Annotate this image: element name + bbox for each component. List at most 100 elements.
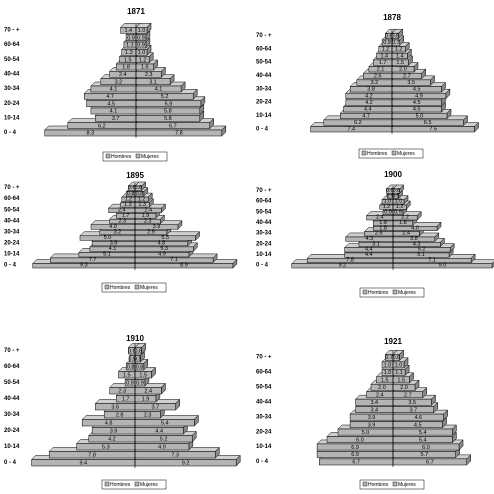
- value-label-hombres: 7.8: [88, 453, 96, 459]
- value-label-mujeres: 6.0: [422, 445, 430, 451]
- age-label: 10-14: [4, 116, 20, 122]
- legend-label-hombres: Hombres: [367, 151, 388, 157]
- legend-label-mujeres: Mujeres: [141, 154, 159, 160]
- value-label-hombres: 9.2: [339, 263, 347, 269]
- legend-swatch: [134, 481, 140, 487]
- value-label-hombres: 4.7: [362, 113, 370, 119]
- age-label: 40-44: [256, 399, 272, 405]
- value-label-hombres: 4.5: [107, 101, 115, 107]
- value-label-mujeres: 5.7: [421, 452, 429, 458]
- value-label-mujeres: 5.5: [161, 235, 169, 241]
- legend-swatch: [362, 289, 368, 295]
- age-label: 20-24: [256, 429, 272, 435]
- value-label-mujeres: 4.0: [411, 225, 419, 231]
- value-label-mujeres: 9.0: [439, 263, 447, 269]
- value-label-mujeres: 1.6: [141, 65, 149, 71]
- value-label-hombres: 8.3: [87, 131, 95, 137]
- chart-title: 1900: [384, 170, 402, 179]
- value-label-hombres: 1.5: [124, 57, 132, 63]
- legend-label-hombres: Hombres: [110, 482, 131, 488]
- value-label-mujeres: 1.0: [138, 50, 146, 56]
- value-label-mujeres: 2.4: [144, 207, 152, 213]
- value-label-mujeres: 5.4: [419, 430, 427, 436]
- pyramid-panel-1871: 1871 8.3 7.8 6.2 6.7 3.7 5.8 4.1 5.8 4.5 5.9 4.7 5.2…: [4, 7, 227, 162]
- age-label: 70 - +: [256, 33, 272, 39]
- age-label: 50-54: [4, 380, 20, 386]
- value-label-mujeres: 0.9: [137, 43, 145, 49]
- value-label-mujeres: 2.7: [403, 73, 411, 79]
- value-label-mujeres: 1.5: [396, 60, 404, 66]
- value-label-mujeres: 5.3: [160, 246, 168, 252]
- value-label-mujeres: 0.5: [392, 193, 400, 199]
- value-label-mujeres: 2.4: [402, 231, 410, 237]
- age-label: 70 - +: [256, 188, 272, 194]
- value-label-hombres: 4.4: [365, 247, 373, 253]
- value-label-hombres: 6.2: [98, 123, 106, 129]
- age-label: 70 - +: [4, 348, 20, 354]
- legend-label-mujeres: Mujeres: [140, 285, 158, 291]
- value-label-mujeres: 3.8: [410, 236, 418, 242]
- legend-label-hombres: Hombres: [368, 290, 389, 296]
- chart-title: 1871: [127, 7, 145, 16]
- age-label: 20-24: [4, 240, 20, 246]
- value-label-hombres: 3.6: [111, 405, 119, 411]
- value-label-mujeres: 3.7: [152, 405, 160, 411]
- value-label-hombres: 7.8: [346, 257, 354, 263]
- value-label-mujeres: 1.2: [395, 47, 403, 53]
- age-label: 20-24: [4, 428, 20, 434]
- value-label-mujeres: 0.5: [134, 357, 142, 363]
- value-label-mujeres: 4.9: [415, 93, 423, 99]
- value-label-mujeres: 6.7: [426, 460, 434, 466]
- value-label-mujeres: 0.6: [134, 349, 142, 355]
- value-label-mujeres: 0.9: [136, 381, 144, 387]
- age-label: 60-64: [4, 364, 20, 370]
- value-label-mujeres: 2.3: [145, 72, 153, 78]
- value-label-mujeres: 3.5: [407, 80, 415, 86]
- legend-swatch: [104, 284, 110, 290]
- age-label: 0 - 4: [4, 263, 17, 269]
- value-label-hombres: 0.6: [128, 185, 136, 191]
- value-label-hombres: 4.0: [109, 224, 117, 230]
- value-label-hombres: 5.3: [102, 445, 110, 451]
- legend-box: [359, 287, 425, 298]
- legend-label-hombres: Hombres: [111, 154, 132, 160]
- value-label-mujeres: 4.8: [158, 241, 166, 247]
- value-label-hombres: 4.1: [110, 87, 118, 93]
- value-label-mujeres: 1.0: [395, 199, 403, 205]
- value-label-hombres: 1.4: [124, 28, 132, 34]
- legend-label-mujeres: Mujeres: [140, 482, 158, 488]
- value-label-hombres: 2.3: [119, 218, 127, 224]
- value-label-hombres: 1.0: [384, 363, 392, 369]
- value-label-mujeres: 5.8: [164, 116, 172, 122]
- legend-swatch: [361, 150, 367, 156]
- age-label: 0 - 4: [256, 459, 269, 465]
- age-label: 50-54: [4, 57, 20, 63]
- value-label-mujeres: 5.2: [418, 247, 426, 253]
- value-label-mujeres: 0.6: [392, 188, 400, 194]
- value-label-hombres: 6.2: [354, 120, 362, 126]
- value-label-hombres: 3.2: [114, 230, 122, 236]
- value-label-hombres: 0.9: [384, 209, 392, 215]
- value-label-mujeres: 4.9: [158, 252, 166, 258]
- legend-box: [102, 151, 168, 162]
- age-label: 50-54: [256, 209, 272, 215]
- value-label-hombres: 6.0: [356, 437, 364, 443]
- legend-swatch: [362, 481, 368, 487]
- pyramid-panel-1895: 1895 9.3 8.9 7.7 7.1 5.1 4.9 4.1 5.3 3.9 4.8 5.0 5.5…: [4, 171, 238, 293]
- value-label-mujeres: 3.7: [410, 407, 418, 413]
- value-label-mujeres: 7.1: [428, 257, 436, 263]
- legend: Hombres Mujeres: [101, 479, 167, 490]
- value-label-hombres: 3.4: [370, 407, 378, 413]
- value-label-mujeres: 1.0: [138, 28, 146, 34]
- value-label-mujeres: 0.9: [137, 35, 145, 41]
- value-label-hombres: 5.1: [103, 252, 111, 258]
- value-label-hombres: 0.5: [128, 357, 136, 363]
- value-label-hombres: 0.8: [127, 365, 135, 371]
- age-label: 0 - 4: [256, 263, 269, 269]
- legend-swatch: [104, 481, 110, 487]
- age-label: 30-34: [256, 231, 272, 237]
- value-label-hombres: 4.7: [106, 94, 114, 100]
- value-label-mujeres: 4.4: [155, 429, 163, 435]
- value-label-hombres: 0.5: [386, 193, 394, 199]
- age-label: 30-34: [4, 229, 20, 235]
